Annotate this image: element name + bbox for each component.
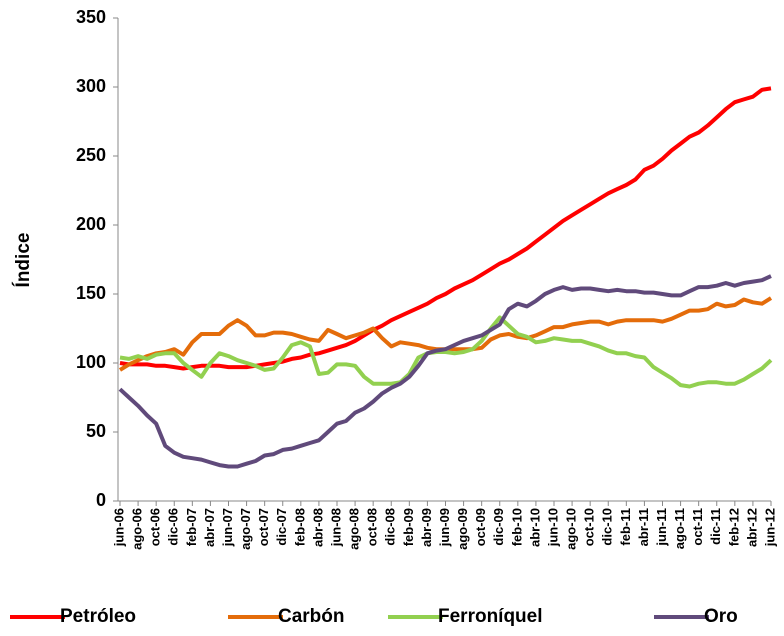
x-tick-label: oct-10 bbox=[582, 508, 597, 546]
series-line bbox=[119, 86, 772, 371]
y-tick-label: 350 bbox=[76, 7, 106, 27]
x-tick-label: oct-08 bbox=[365, 508, 380, 546]
x-tick-label: oct-09 bbox=[473, 508, 488, 546]
x-tick-label: ago-09 bbox=[455, 508, 470, 550]
x-tick-label: abr-07 bbox=[202, 508, 217, 547]
y-tick-label: 300 bbox=[76, 76, 106, 96]
series-line bbox=[118, 296, 773, 372]
x-tick-label: oct-11 bbox=[690, 508, 705, 546]
y-axis-label: Índice bbox=[12, 233, 34, 288]
x-tick-label: jun-11 bbox=[654, 508, 669, 547]
x-tick-label: feb-11 bbox=[618, 508, 633, 546]
legend-label: Oro bbox=[704, 606, 738, 627]
y-tick-label: 250 bbox=[76, 145, 106, 165]
x-tick-label: feb-07 bbox=[184, 508, 199, 546]
x-tick-label: dic-10 bbox=[600, 508, 615, 546]
series-line bbox=[119, 315, 773, 389]
x-tick-label: dic-08 bbox=[383, 508, 398, 546]
x-tick-label: jun-10 bbox=[545, 508, 560, 547]
x-tick-label: feb-09 bbox=[401, 508, 416, 546]
x-tick-label: abr-12 bbox=[744, 508, 759, 547]
x-tick-label: ago-11 bbox=[672, 508, 687, 549]
x-tick-label: dic-09 bbox=[491, 508, 506, 546]
x-tick-label: jun-08 bbox=[328, 508, 343, 547]
x-tick-label: dic-07 bbox=[274, 508, 289, 546]
y-tick-label: 150 bbox=[76, 283, 106, 303]
legend-label: Ferroníquel bbox=[438, 606, 543, 627]
x-tick-label: jun-12 bbox=[762, 508, 777, 547]
x-tick-label: abr-10 bbox=[527, 508, 542, 547]
legend-label: Petróleo bbox=[60, 606, 136, 627]
x-tick-label: jun-09 bbox=[437, 508, 452, 547]
y-tick-label: 50 bbox=[86, 421, 106, 441]
y-tick-label: 200 bbox=[76, 214, 106, 234]
x-tick-label: ago-07 bbox=[238, 508, 253, 550]
legend-label: Carbón bbox=[278, 606, 345, 627]
x-tick-label: dic-06 bbox=[166, 508, 181, 546]
series-line bbox=[118, 274, 772, 469]
x-tick-label: abr-08 bbox=[310, 508, 325, 547]
x-tick-label: jun-06 bbox=[111, 508, 126, 547]
x-tick-label: abr-09 bbox=[419, 508, 434, 547]
x-tick-label: feb-10 bbox=[509, 508, 524, 546]
x-tick-label: oct-07 bbox=[256, 508, 271, 546]
x-tick-label: oct-06 bbox=[148, 508, 163, 546]
x-tick-label: ago-08 bbox=[347, 508, 362, 550]
x-tick-label: dic-11 bbox=[708, 508, 723, 545]
x-tick-label: abr-11 bbox=[636, 508, 651, 546]
x-tick-label: ago-10 bbox=[564, 508, 579, 550]
x-tick-label: jun-07 bbox=[220, 508, 235, 547]
x-tick-label: ago-06 bbox=[130, 508, 145, 550]
x-tick-label: feb-12 bbox=[726, 508, 741, 546]
x-tick-label: feb-08 bbox=[292, 508, 307, 546]
y-tick-label: 100 bbox=[76, 352, 106, 372]
y-tick-label: 0 bbox=[96, 490, 106, 510]
